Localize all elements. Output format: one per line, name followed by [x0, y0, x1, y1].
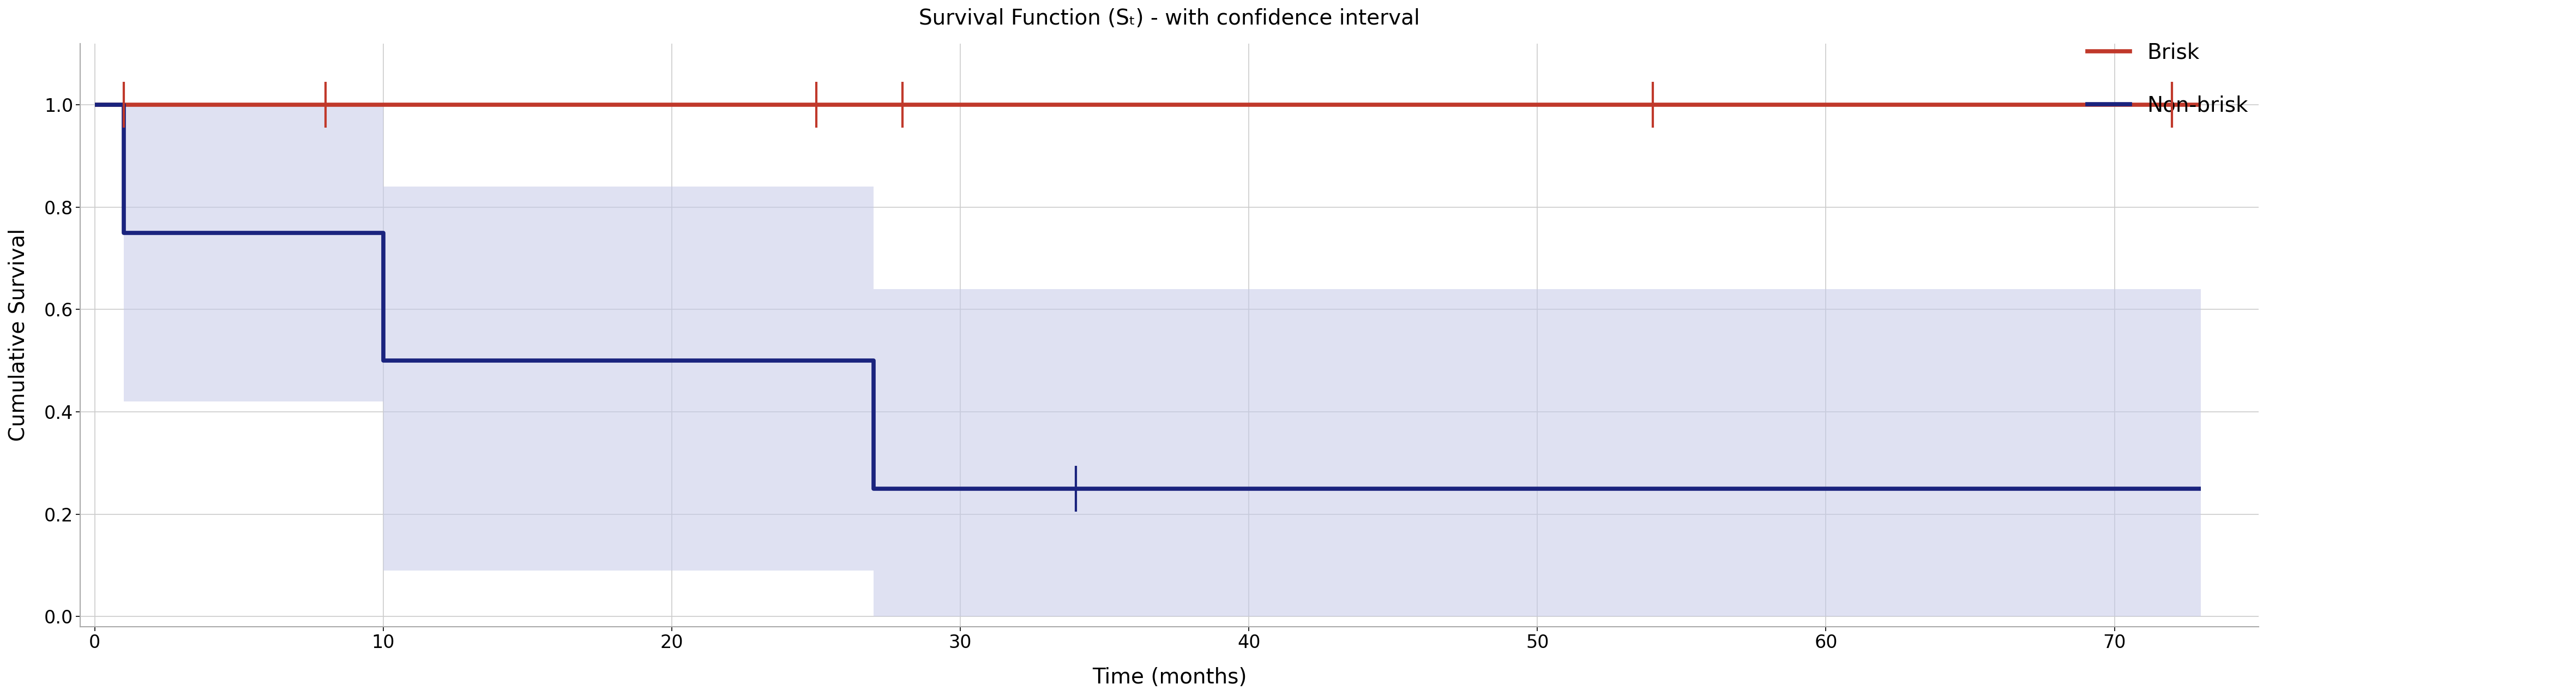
Non-brisk: [368, 356, 399, 365]
Non-brisk: [108, 228, 139, 237]
X-axis label: Time (months): Time (months): [1092, 667, 1247, 688]
Title: Survival Function (Sₜ) - with confidence interval: Survival Function (Sₜ) - with confidence…: [920, 8, 1419, 29]
Legend: Brisk, Non-brisk: Brisk, Non-brisk: [2087, 42, 2249, 116]
Y-axis label: Cumulative Survival: Cumulative Survival: [8, 229, 28, 441]
Non-brisk: [2184, 484, 2215, 493]
Non-brisk: [858, 484, 889, 493]
Line: Non-brisk: Non-brisk: [95, 105, 2200, 489]
Non-brisk: [80, 101, 111, 109]
